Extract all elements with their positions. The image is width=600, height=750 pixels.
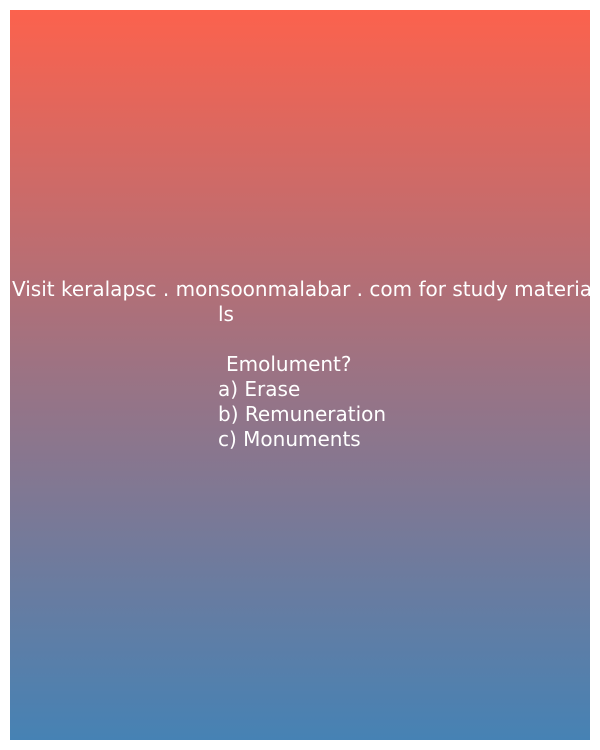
option-c: c) Monuments xyxy=(218,427,361,451)
quiz-card: Visit keralapsc . monsoonmalabar . com f… xyxy=(10,10,593,740)
option-a: a) Erase xyxy=(218,377,301,401)
promo-text-line-2: ls xyxy=(218,302,234,326)
option-b: b) Remuneration xyxy=(218,402,387,426)
promo-text-line-1: Visit keralapsc . monsoonmalabar . com f… xyxy=(12,277,593,301)
question-block: Emolument? a) Erase b) Remuneration c) M… xyxy=(218,352,386,452)
question-text: Emolument? xyxy=(226,352,352,376)
